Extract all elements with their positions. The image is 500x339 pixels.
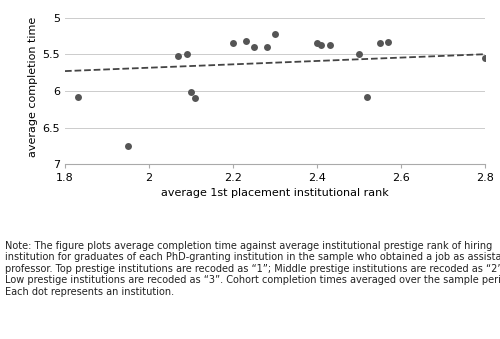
Point [174, 54, 182, 59]
Point [229, 40, 237, 46]
Point [384, 39, 392, 44]
Point [317, 42, 325, 47]
Point [74, 94, 82, 100]
Point [183, 52, 191, 57]
Point [322, 4, 330, 9]
Point [187, 90, 195, 95]
Point [271, 31, 279, 36]
Point [313, 40, 321, 46]
Y-axis label: average completion time: average completion time [28, 17, 38, 157]
Point [262, 44, 270, 49]
Point [376, 40, 384, 46]
Point [481, 55, 489, 61]
Point [242, 38, 250, 44]
Point [364, 94, 372, 100]
X-axis label: average 1st placement institutional rank: average 1st placement institutional rank [161, 187, 389, 198]
Point [191, 95, 199, 100]
Point [355, 52, 363, 57]
Point [326, 43, 334, 48]
Point [250, 44, 258, 49]
Point [124, 143, 132, 149]
Text: Note: The figure plots average completion time against average institutional pre: Note: The figure plots average completio… [5, 241, 500, 297]
